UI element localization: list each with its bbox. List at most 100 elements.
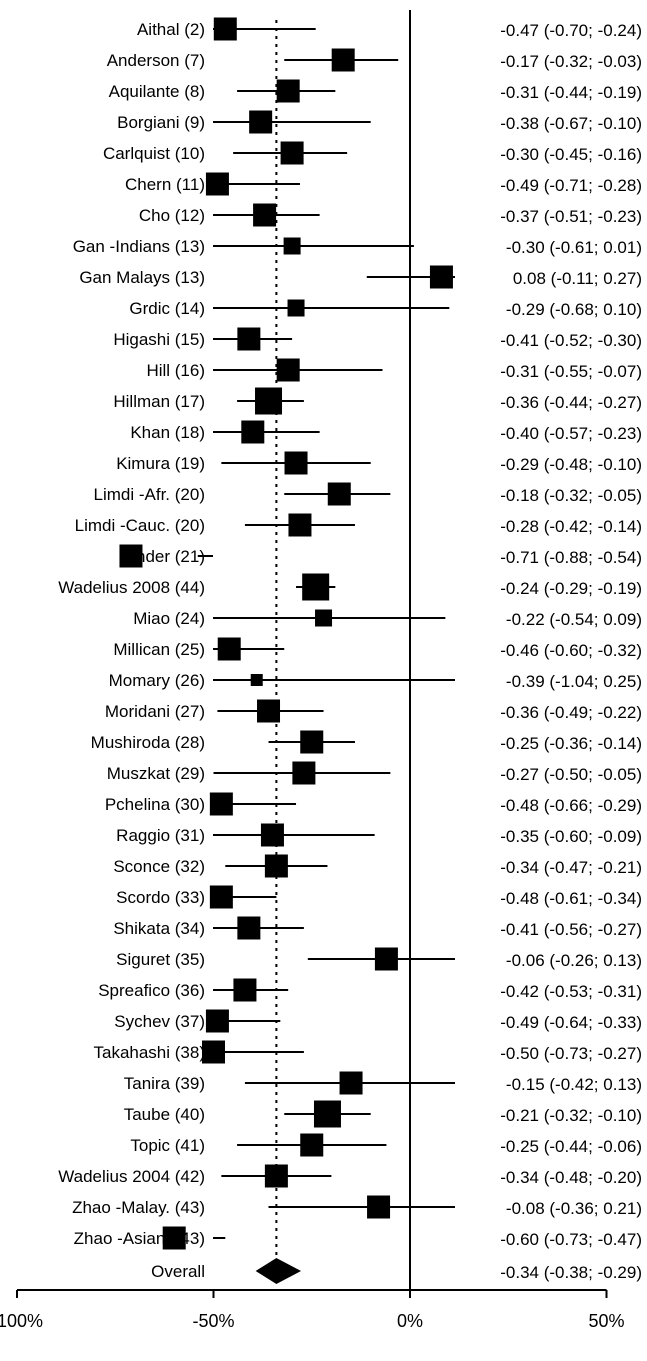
point-estimate xyxy=(302,573,330,601)
study-row: Millican (25) -0.46 (-0.60; -0.32) xyxy=(113,637,642,661)
point-estimate xyxy=(257,699,281,723)
estimate-label: -0.29 (-0.48; -0.10) xyxy=(500,455,642,474)
study-label: Wadelius 2004 (42) xyxy=(58,1167,205,1186)
study-row: Higashi (15) -0.41 (-0.52; -0.30) xyxy=(113,327,642,351)
study-row: Wadelius 2004 (42) -0.34 (-0.48; -0.20) xyxy=(58,1164,642,1188)
estimate-label: -0.30 (-0.45; -0.16) xyxy=(500,145,642,164)
study-row: Zhao -Malay. (43) -0.08 (-0.36; 0.21) xyxy=(72,1195,642,1219)
point-estimate xyxy=(315,609,333,627)
study-row: Takahashi (38) -0.50 (-0.73; -0.27) xyxy=(93,1040,642,1064)
point-estimate xyxy=(209,885,233,909)
point-estimate xyxy=(429,265,453,289)
estimate-label: -0.37 (-0.51; -0.23) xyxy=(500,207,642,226)
study-label: Aithal (2) xyxy=(137,20,205,39)
study-label: Spreafico (36) xyxy=(98,981,205,1000)
study-label: Millican (25) xyxy=(113,640,205,659)
study-row: Scordo (33) -0.48 (-0.61; -0.34) xyxy=(116,885,642,909)
estimate-label: -0.30 (-0.61; 0.01) xyxy=(506,238,642,257)
study-label: Kimura (19) xyxy=(116,454,205,473)
study-row: Miao (24) -0.22 (-0.54; 0.09) xyxy=(133,609,642,629)
study-label: Linder (21) xyxy=(123,547,205,566)
point-estimate xyxy=(276,79,300,103)
point-estimate xyxy=(255,387,283,415)
study-row: Gan Malays (13) 0.08 (-0.11; 0.27) xyxy=(79,265,642,289)
study-row: Sychev (37) -0.49 (-0.64; -0.33) xyxy=(114,1009,642,1033)
study-label: Taube (40) xyxy=(124,1105,205,1124)
point-estimate xyxy=(283,237,301,255)
study-label: Cho (12) xyxy=(139,206,205,225)
point-estimate xyxy=(284,451,308,475)
study-label: Raggio (31) xyxy=(116,826,205,845)
study-label: Moridani (27) xyxy=(105,702,205,721)
study-rows: Aithal (2) -0.47 (-0.70; -0.24) Anderson (… xyxy=(58,17,642,1250)
estimate-label: -0.41 (-0.56; -0.27) xyxy=(500,920,642,939)
study-row: Kimura (19) -0.29 (-0.48; -0.10) xyxy=(116,451,642,475)
estimate-label: -0.36 (-0.49; -0.22) xyxy=(500,703,642,722)
study-row: Shikata (34) -0.41 (-0.56; -0.27) xyxy=(113,916,642,940)
estimate-label: -0.71 (-0.88; -0.54) xyxy=(500,548,642,567)
study-label: Muszkat (29) xyxy=(107,764,205,783)
study-label: Khan (18) xyxy=(130,423,205,442)
point-estimate xyxy=(119,544,143,568)
study-row: Carlquist (10) -0.30 (-0.45; -0.16) xyxy=(103,141,642,165)
overall-row: Overall -0.34 (-0.38; -0.29) xyxy=(151,1258,642,1284)
study-label: Higashi (15) xyxy=(113,330,205,349)
study-label: Momary (26) xyxy=(109,671,205,690)
estimate-label: -0.39 (-1.04; 0.25) xyxy=(506,672,642,691)
study-row: Tanira (39) -0.15 (-0.42; 0.13) xyxy=(124,1071,642,1095)
study-row: Moridani (27) -0.36 (-0.49; -0.22) xyxy=(105,699,642,723)
study-row: Grdic (14) -0.29 (-0.68; 0.10) xyxy=(129,299,642,319)
point-estimate xyxy=(162,1226,186,1250)
study-row: Anderson (7) -0.17 (-0.32; -0.03) xyxy=(107,48,642,72)
point-estimate xyxy=(292,761,316,785)
estimate-label: -0.27 (-0.50; -0.05) xyxy=(500,765,642,784)
estimate-label: -0.46 (-0.60; -0.32) xyxy=(500,641,642,660)
point-estimate xyxy=(237,327,261,351)
point-estimate xyxy=(327,482,351,506)
study-label: Anderson (7) xyxy=(107,51,205,70)
estimate-label: -0.50 (-0.73; -0.27) xyxy=(500,1044,642,1063)
study-label: Hill (16) xyxy=(146,361,205,380)
estimate-label: -0.42 (-0.53; -0.31) xyxy=(500,982,642,1001)
study-row: Momary (26) -0.39 (-1.04; 0.25) xyxy=(109,671,642,691)
study-label: Gan Malays (13) xyxy=(79,268,205,287)
overall-diamond xyxy=(255,1258,302,1284)
study-label: Sconce (32) xyxy=(113,857,205,876)
study-label: Gan -Indians (13) xyxy=(73,237,205,256)
study-label: Aquilante (8) xyxy=(109,82,205,101)
estimate-label: -0.48 (-0.66; -0.29) xyxy=(500,796,642,815)
estimate-label: -0.31 (-0.44; -0.19) xyxy=(500,83,642,102)
point-estimate xyxy=(237,916,261,940)
estimate-label: -0.17 (-0.32; -0.03) xyxy=(500,52,642,71)
point-estimate xyxy=(367,1195,391,1219)
study-label: Grdic (14) xyxy=(129,299,205,318)
study-label: Takahashi (38) xyxy=(93,1043,205,1062)
point-estimate xyxy=(339,1071,363,1095)
study-row: Chern (11) -0.49 (-0.71; -0.28) xyxy=(125,172,642,196)
x-axis: -100% -50% 0% 50% xyxy=(0,1289,625,1331)
point-estimate xyxy=(287,299,305,317)
study-row: Limdi -Cauc. (20) -0.28 (-0.42; -0.14) xyxy=(75,513,642,537)
point-estimate xyxy=(313,1100,341,1128)
study-row: Aquilante (8) -0.31 (-0.44; -0.19) xyxy=(109,79,642,103)
study-row: Sconce (32) -0.34 (-0.47; -0.21) xyxy=(113,854,642,878)
point-estimate xyxy=(202,1040,225,1064)
estimate-label: -0.18 (-0.32; -0.05) xyxy=(500,486,642,505)
study-row: Spreafico (36) -0.42 (-0.53; -0.31) xyxy=(98,978,642,1002)
study-label: Sychev (37) xyxy=(114,1012,205,1031)
study-label: Pchelina (30) xyxy=(105,795,205,814)
study-label: Miao (24) xyxy=(133,609,205,628)
estimate-label: -0.25 (-0.36; -0.14) xyxy=(500,734,642,753)
point-estimate xyxy=(276,358,300,382)
study-row: Pchelina (30) -0.48 (-0.66; -0.29) xyxy=(105,792,642,816)
overall-label: Overall xyxy=(151,1262,205,1281)
point-estimate xyxy=(217,637,241,661)
point-estimate xyxy=(260,823,284,847)
estimate-label: -0.15 (-0.42; 0.13) xyxy=(506,1075,642,1094)
point-estimate xyxy=(264,1164,288,1188)
point-estimate xyxy=(331,48,355,72)
study-label: Limdi -Afr. (20) xyxy=(94,485,205,504)
study-row: Wadelius 2008 (44) -0.24 (-0.29; -0.19) xyxy=(58,573,642,601)
point-estimate xyxy=(241,420,265,444)
estimate-label: -0.21 (-0.32; -0.10) xyxy=(500,1106,642,1125)
